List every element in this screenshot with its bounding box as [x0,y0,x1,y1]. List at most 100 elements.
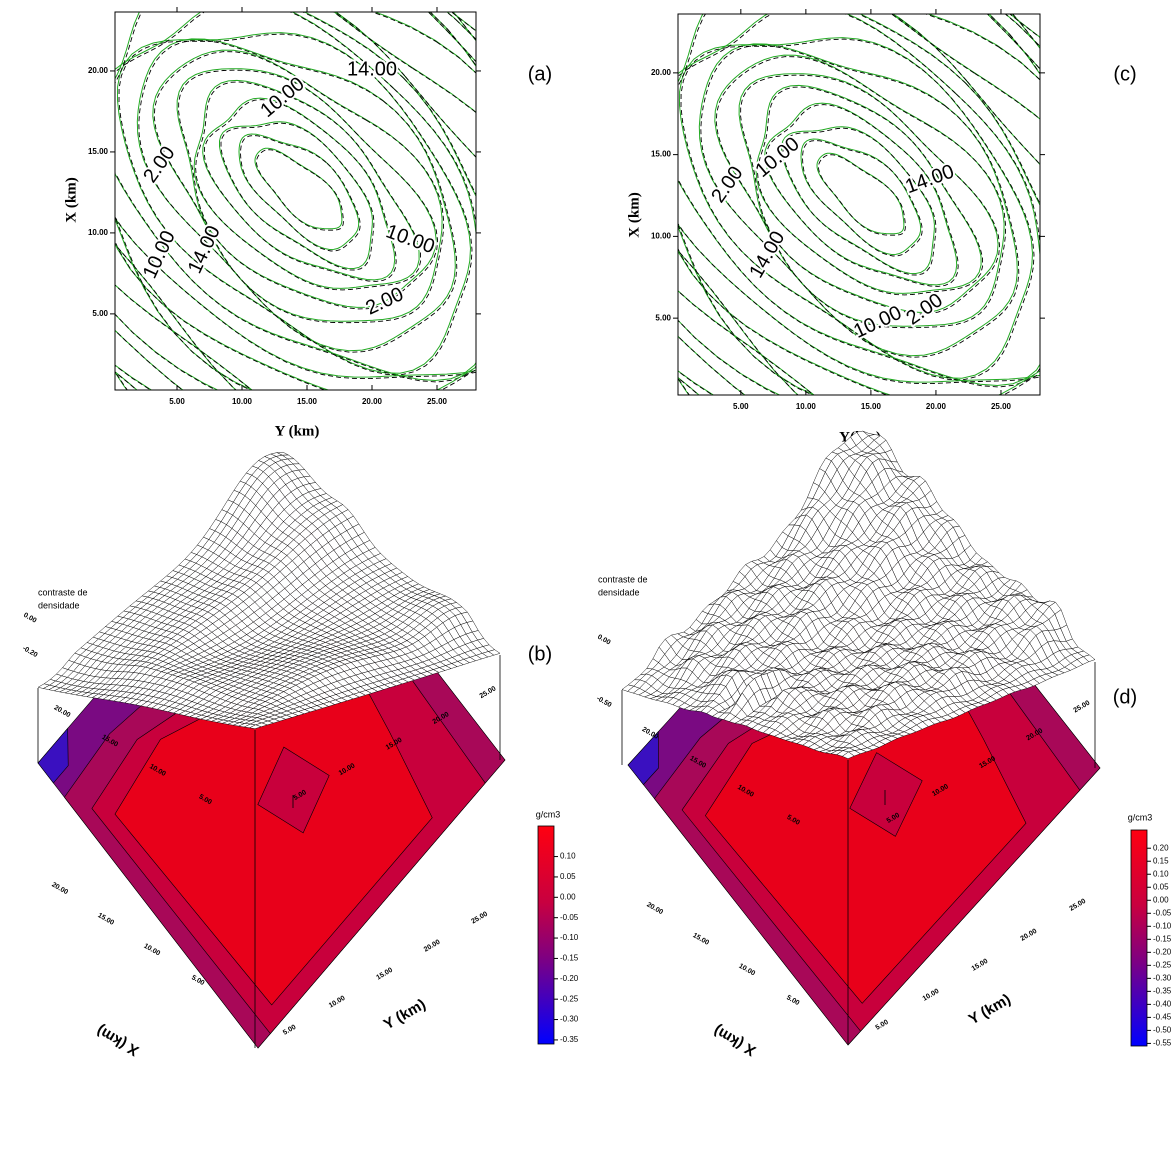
colorbar-tick-label: 0.00 [560,892,576,901]
axis-tick-label: 10.00 [142,943,161,958]
contour-label: 14.00 [347,58,397,80]
colorbar-tick-label: -0.05 [1153,908,1172,917]
z-axis-label: densidade [38,600,80,610]
contour-label: 14.00 [902,160,957,198]
axis-tick-label: 20.00 [1020,928,1039,943]
contour-label: 10.00 [850,302,905,343]
colorbar-tick-label: -0.30 [1153,973,1172,982]
colorbar-tick-label: -0.20 [560,974,579,983]
colorbar-tick-label: -0.25 [1153,960,1172,969]
axis-tick-label: 5.00 [785,994,800,1007]
colorbar-tick-label: -0.35 [560,1035,579,1044]
colorbar-tick-label: 0.00 [1153,895,1169,904]
y-tick-label: 10.00 [651,231,672,240]
contour-line-dashed [783,128,936,275]
contour-line [765,103,957,285]
contour-line-dashed [91,0,525,379]
axis-tick-label: 20.00 [50,881,69,896]
colorbar-tick-label: -0.35 [1153,986,1172,995]
colorbar-tick-label: -0.15 [560,954,579,963]
axis-tick-label: 10.00 [328,995,347,1010]
contour-label: 2.00 [139,142,179,187]
axis-tick-label: 25.00 [479,685,498,700]
x-tick-label: 5.00 [169,397,185,406]
colorbar-tick-label: -0.55 [1153,1039,1172,1048]
contour-label: 10.00 [751,133,803,182]
contour-line [756,85,981,293]
y-tick-label: 20.00 [651,68,672,77]
colorbar-tick-label: 0.20 [1153,843,1169,852]
colorbar-tick-label: 0.05 [1153,882,1169,891]
contour-line [817,153,904,234]
contour-line [0,0,662,509]
y-tick-label: 15.00 [651,150,672,159]
z-tick-label: 0.00 [22,612,37,625]
axis-tick-label: 15.00 [691,932,710,947]
x-tick-label: 20.00 [362,397,383,406]
x-axis-label: Y (km) [275,423,320,439]
contour-label: 2.00 [362,283,407,319]
colorbar-tick-label: -0.15 [1153,934,1172,943]
x-tick-label: 25.00 [991,402,1012,411]
colorbar-tick-label: -0.05 [560,913,579,922]
z-tick-label: -0.20 [21,645,38,659]
contour-line-dashed [221,123,374,270]
colorbar-tick-label: 0.10 [1153,869,1169,878]
axis-tick-label: 10.00 [922,988,941,1003]
x-tick-label: 15.00 [297,397,318,406]
z-axis-label: contraste de [598,574,648,584]
axis-tick-label: 15.00 [971,958,990,973]
contour-line [0,0,668,582]
contour-line [715,55,1004,326]
y-tick-label: 15.00 [88,147,109,156]
axis-tick-label: 15.00 [96,912,115,927]
contour-line [53,0,550,414]
colorbar-tick-label: -0.40 [1153,999,1172,1008]
x-tick-label: 10.00 [796,402,817,411]
y-tick-label: 5.00 [92,309,108,318]
contour-line-dashed [35,0,552,449]
x-tick-label: 25.00 [427,397,448,406]
colorbar-tick-label: -0.10 [560,933,579,942]
x-tick-label: 5.00 [733,402,749,411]
colorbar-tick-label: 0.05 [560,872,576,881]
contour-label: 10.00 [139,227,180,282]
contour-line-dashed [179,70,438,309]
colorbar-title: g/cm3 [536,809,561,819]
contour-line-dashed [90,0,548,403]
contour-line-dashed [716,57,1005,328]
colorbar-tick-label: -0.50 [1153,1025,1172,1034]
contour-line [595,0,1112,453]
axis-tick-label: 15.00 [375,967,394,982]
x-tick-label: 10.00 [232,397,253,406]
colorbar [538,826,554,1044]
colorbar-tick-label: -0.30 [560,1015,579,1024]
y-axis-label: X (km) [626,192,642,237]
axis-tick-label: 25.00 [1073,700,1092,715]
contour-line [33,0,550,448]
contour-line [782,127,935,274]
x-axis-label: X (km) [94,1022,142,1060]
axis-tick-label: 25.00 [470,911,489,926]
panel-label: (a) [528,63,552,85]
axis-tick-label: 5.00 [282,1024,297,1037]
colorbar-tick-label: 0.15 [1153,856,1169,865]
y-tick-label: 10.00 [88,228,109,237]
axis-tick-label: 20.00 [423,939,442,954]
contour-line [220,122,373,269]
contour-line [239,134,359,250]
z-tick-label: 0.00 [596,634,611,647]
contour-line [0,0,573,486]
panel-label: (c) [1113,63,1136,85]
contour-line-dashed [196,82,421,290]
contour-line-dashed [0,0,575,487]
contour-line-dashed [55,0,552,415]
colorbar-tick-label: 0.10 [560,852,576,861]
y-tick-label: 20.00 [88,66,109,75]
colorbar-tick-label: -0.20 [1153,947,1172,956]
contour-line-dashed [0,0,669,583]
y-tick-label: 5.00 [655,313,671,322]
contour-label: 2.00 [902,289,947,329]
colorbar [1131,830,1147,1046]
